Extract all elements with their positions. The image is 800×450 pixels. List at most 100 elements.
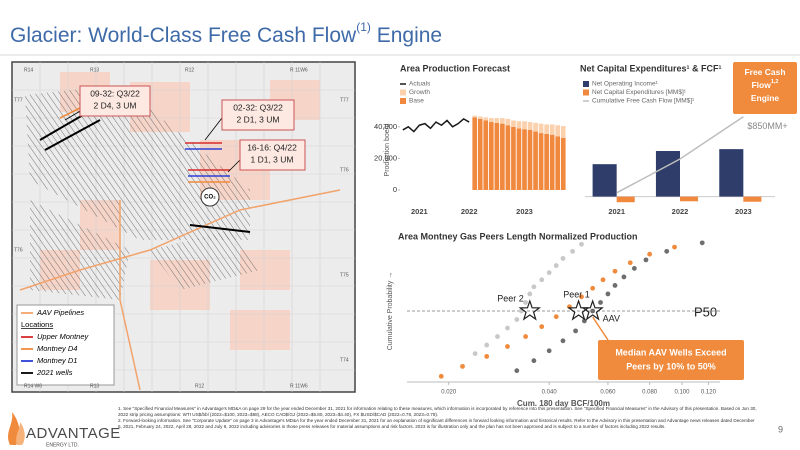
map-legend-text: Locations — [21, 320, 53, 329]
bar — [494, 118, 500, 123]
x-tick-label: 2021 — [411, 207, 428, 216]
point — [514, 368, 520, 374]
callout-line: Free Cash — [744, 67, 785, 77]
bar — [527, 129, 533, 190]
bar — [616, 196, 635, 203]
bar — [477, 116, 483, 119]
line — [616, 116, 744, 194]
map-legend-text: Montney D1 — [37, 356, 77, 365]
y-tick-label: 40,000 — [374, 122, 397, 131]
title-end: Engine — [371, 24, 442, 47]
bar — [511, 126, 516, 190]
bar — [538, 123, 544, 134]
bar — [560, 126, 566, 138]
point — [531, 358, 537, 364]
point — [523, 300, 529, 305]
point — [546, 270, 552, 276]
point — [553, 263, 559, 268]
callout-text: Median AAV Wells Exceed — [615, 347, 726, 357]
legend-label: Growth — [409, 89, 430, 96]
bar — [511, 120, 516, 127]
bar — [549, 124, 555, 135]
callout-line: Engine — [751, 93, 780, 103]
bar — [544, 133, 549, 190]
bar — [500, 123, 505, 190]
point — [460, 363, 465, 369]
bar — [522, 121, 527, 130]
marker-label: Peer 1 — [563, 289, 590, 299]
point — [579, 241, 584, 247]
map-grid-label: T76 — [340, 167, 349, 173]
title-sup: (1) — [356, 20, 371, 34]
callout-line: Flow — [751, 80, 771, 90]
logo: ADVANTAGE ENERGY LTD. — [8, 412, 121, 448]
map-grid-label: T74 — [340, 357, 349, 363]
bar — [483, 117, 489, 121]
x-tick-label: 0.080 — [642, 390, 658, 396]
map-grid-label: R13 — [90, 383, 99, 389]
x-tick-label: 0.120 — [701, 390, 717, 396]
map-grid-label: T77 — [340, 97, 349, 103]
point — [581, 318, 587, 324]
bar — [527, 122, 533, 130]
bar — [544, 124, 549, 134]
point — [472, 351, 478, 356]
point — [560, 338, 566, 344]
bar — [477, 118, 483, 190]
point — [553, 314, 559, 320]
point — [539, 277, 545, 283]
callout-sup: 1,2 — [771, 79, 779, 85]
point — [484, 342, 490, 348]
bar — [719, 149, 744, 197]
bar — [483, 120, 489, 190]
point — [560, 256, 566, 261]
x-tick-label: 0.100 — [674, 390, 690, 396]
point — [505, 344, 510, 349]
bar — [655, 151, 680, 197]
y-tick-label: 20,000 — [374, 153, 397, 162]
map-grid-label: T75 — [340, 272, 349, 278]
line — [402, 117, 470, 133]
legend-label: Net Capital Expenditures [MM$]¹ — [592, 89, 687, 96]
footnote: 2. Forward-looking information. See "Cor… — [118, 418, 755, 429]
x-tick-label: 0.060 — [600, 390, 616, 396]
map-legend-text: Upper Montney — [37, 332, 90, 341]
footnote: 1. See "Specified Financial Measures" in… — [118, 406, 757, 417]
bar — [743, 196, 762, 202]
bar — [538, 133, 544, 190]
callout-text: Flow1,2 — [751, 79, 778, 90]
callout-text: Engine — [751, 93, 780, 103]
x-tick-label: 2022 — [672, 207, 689, 216]
point — [546, 348, 552, 354]
point — [672, 244, 677, 250]
footnotes: 1. See "Specified Financial Measures" in… — [118, 406, 758, 430]
x-tick-label: 2023 — [735, 207, 752, 216]
x-tick-label: 0.020 — [441, 390, 457, 396]
bar — [555, 136, 561, 190]
x-tick-label: 0.040 — [542, 390, 558, 396]
y-axis-label: Production boe/d — [384, 123, 391, 176]
bar — [488, 118, 494, 123]
y-axis-label: Cumulative Probability → — [387, 272, 394, 351]
map-grid-label: R12 — [185, 67, 194, 73]
point — [631, 266, 637, 271]
legend-swatch — [583, 89, 589, 96]
point — [531, 284, 537, 290]
bar — [533, 122, 538, 132]
point — [600, 277, 606, 283]
legend-label: Net Operating Income¹ — [592, 81, 659, 88]
point — [505, 325, 510, 331]
marker-star — [518, 299, 542, 321]
bar — [472, 115, 478, 118]
bar — [592, 164, 617, 197]
point — [605, 291, 611, 297]
point — [664, 248, 670, 254]
point — [590, 308, 596, 314]
map-callout-text: 2 D4, 3 UM — [94, 100, 137, 110]
bar — [505, 118, 511, 126]
point — [484, 354, 490, 359]
logo-name: ADVANTAGE — [26, 425, 121, 442]
page-number: 9 — [778, 424, 783, 434]
